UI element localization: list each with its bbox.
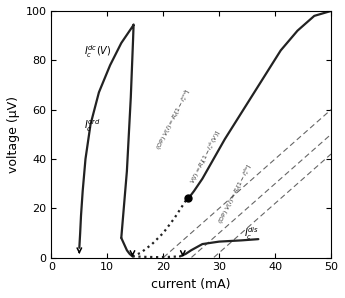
- Text: (OP) $V(I)=R_f[1-I_c^{ord}]$: (OP) $V(I)=R_f[1-I_c^{ord}]$: [154, 86, 194, 152]
- X-axis label: current (mA): current (mA): [151, 278, 231, 291]
- Text: $I_c^{ord}$: $I_c^{ord}$: [84, 117, 101, 134]
- Y-axis label: voltage (μV): voltage (μV): [7, 96, 20, 173]
- Text: $V(I)=R_f[1-I_c^{dc}(V)]$: $V(I)=R_f[1-I_c^{dc}(V)]$: [187, 128, 224, 186]
- Text: $I_c^{dc}(V)$: $I_c^{dc}(V)$: [84, 44, 111, 60]
- Text: $I_c^{dis}$: $I_c^{dis}$: [244, 225, 259, 242]
- Text: (DP) $V(I)=R_f[1-I_c^{dis}]$: (DP) $V(I)=R_f[1-I_c^{dis}]$: [215, 161, 255, 226]
